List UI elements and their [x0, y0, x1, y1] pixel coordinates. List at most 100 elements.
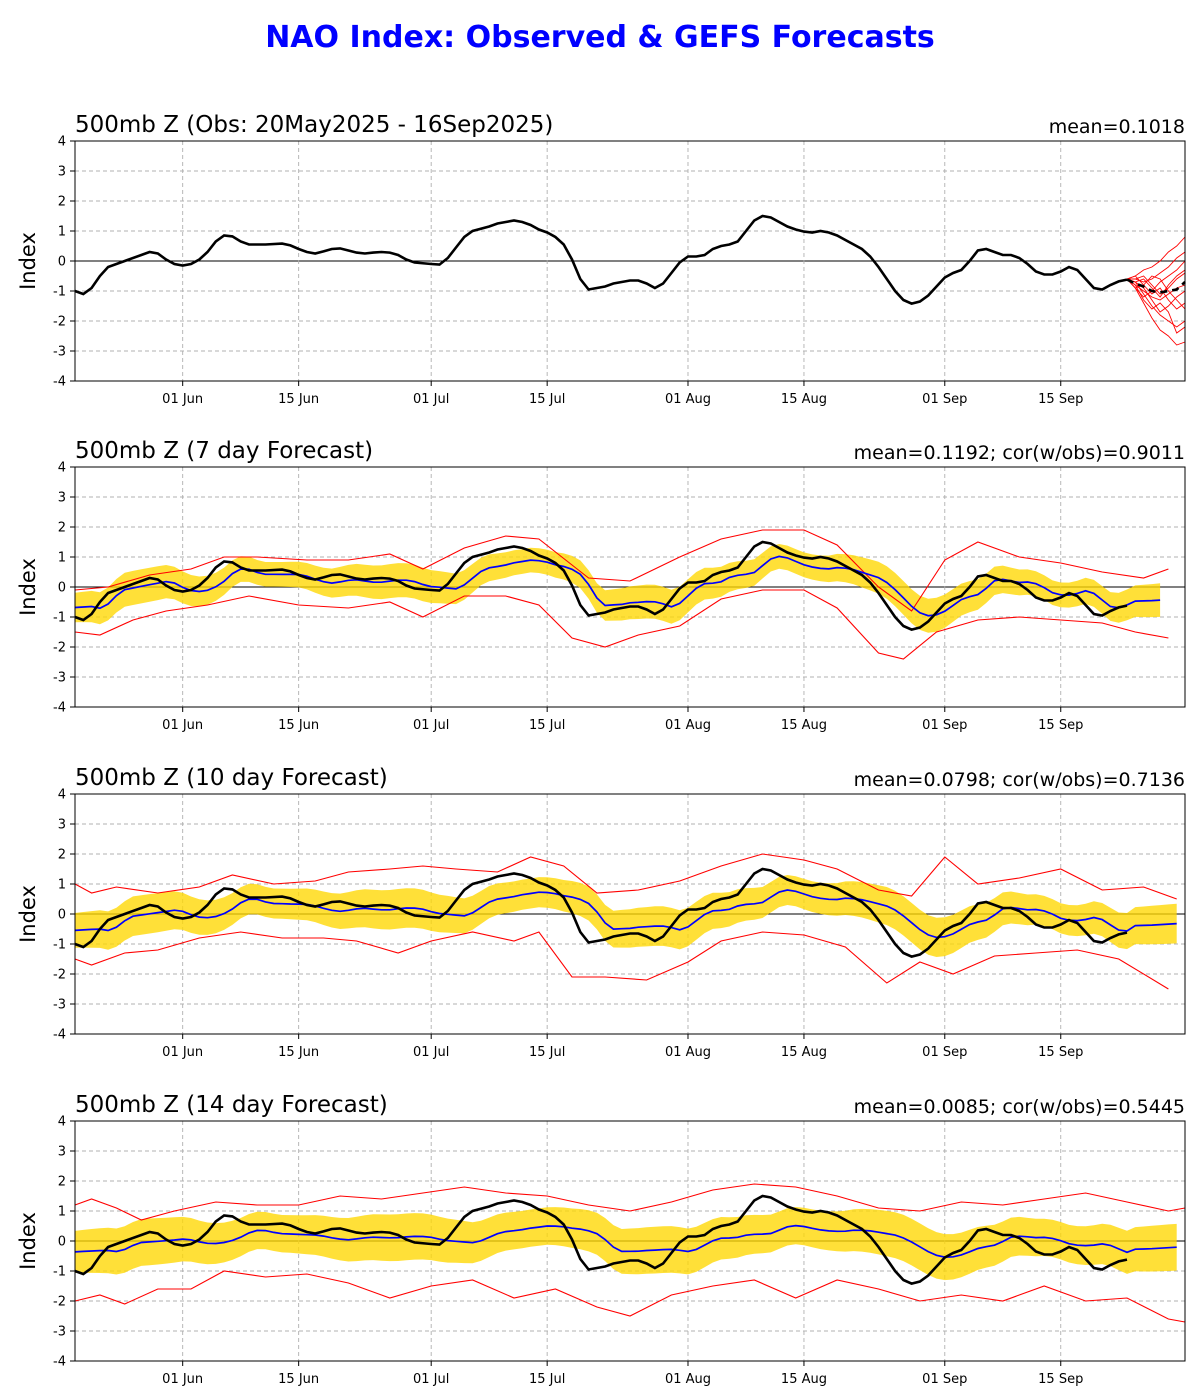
y-tick-label: 0: [58, 908, 66, 923]
x-tick-label: 01 Sep: [922, 392, 967, 407]
x-tick-label: 15 Aug: [781, 1045, 827, 1060]
y-tick-label: -1: [53, 1265, 66, 1280]
x-tick-label: 15 Sep: [1038, 1045, 1083, 1060]
x-tick-label: 01 Jul: [413, 1372, 449, 1387]
upper-bound-line: [74, 529, 1169, 612]
panel-stat: mean=0.0798; cor(w/obs)=0.7136: [854, 769, 1185, 791]
panel-3: 4 3 2 1 0 -1 -2 -3 -4 01 Jun 15 Jun 01 Jul 15 Jul 01 …: [16, 765, 1186, 1060]
ensemble-member-line: [1126, 278, 1186, 313]
ensemble-member-line: [1127, 251, 1186, 283]
x-tick-label: 01 Jul: [413, 392, 449, 407]
y-tick-label: 1: [58, 225, 66, 240]
ensemble-member-line: [1126, 278, 1186, 328]
y-tick-label: -2: [53, 1295, 66, 1310]
y-tick-label: -4: [53, 375, 66, 390]
panel-stat: mean=0.1192; cor(w/obs)=0.9011: [854, 442, 1185, 464]
panel-title: 500mb Z (Obs: 20May2025 - 16Sep2025): [75, 112, 553, 138]
x-tick-label: 15 Sep: [1038, 392, 1083, 407]
panel-2: 4 3 2 1 0 -1 -2 -3 -4 01 Jun 15 Jun 01 Jul 15 Jul 01 …: [16, 438, 1186, 733]
x-tick-label: 15 Jul: [529, 1045, 565, 1060]
observed-line: [74, 540, 1128, 631]
ensemble-mean-line: [74, 889, 1177, 939]
lower-bound-line: [74, 589, 1169, 660]
y-tick-label: 1: [58, 878, 66, 893]
y-tick-label: -2: [53, 315, 66, 330]
x-tick-label: 01 Jun: [162, 718, 203, 733]
main-title: NAO Index: Observed & GEFS Forecasts: [265, 20, 935, 55]
y-axis-label: Index: [16, 558, 40, 616]
y-tick-label: -3: [53, 998, 66, 1013]
observed-line: [74, 214, 1128, 305]
spread-band: [75, 875, 1177, 957]
y-tick-label: -2: [53, 641, 66, 656]
x-tick-label: 01 Jun: [162, 1045, 203, 1060]
x-tick-label: 15 Jul: [529, 1372, 565, 1387]
panel-title: 500mb Z (14 day Forecast): [75, 1092, 388, 1118]
y-tick-label: 2: [58, 195, 66, 210]
y-tick-label: 1: [58, 551, 66, 566]
ensemble-member-line: [1126, 260, 1186, 298]
panel-title: 500mb Z (7 day Forecast): [75, 438, 373, 464]
y-tick-label: 3: [58, 165, 66, 180]
lower-bound-line: [74, 1270, 1186, 1323]
x-tick-label: 15 Jun: [278, 392, 319, 407]
upper-bound-line: [74, 1183, 1186, 1221]
y-tick-label: -2: [53, 968, 66, 983]
y-tick-label: -4: [53, 1028, 66, 1043]
x-tick-label: 15 Aug: [781, 718, 827, 733]
panel-4: 4 3 2 1 0 -1 -2 -3 -4 01 Jun 15 Jun 01 Jul 15 Jul 01 …: [16, 1092, 1186, 1387]
y-tick-label: 3: [58, 818, 66, 833]
x-tick-label: 01 Sep: [922, 1045, 967, 1060]
y-tick-label: -4: [53, 701, 66, 716]
y-tick-label: 3: [58, 1145, 66, 1160]
x-tick-label: 15 Sep: [1038, 1372, 1083, 1387]
y-tick-label: -4: [53, 1355, 66, 1370]
panel-title: 500mb Z (10 day Forecast): [75, 765, 388, 791]
x-tick-label: 01 Jun: [162, 392, 203, 407]
ensemble-member-line: [1126, 275, 1186, 310]
x-tick-label: 15 Jul: [529, 718, 565, 733]
y-tick-label: 4: [58, 461, 66, 476]
panel-stat: mean=0.0085; cor(w/obs)=0.5445: [854, 1096, 1185, 1118]
y-tick-label: -1: [53, 285, 66, 300]
upper-bound-line: [74, 853, 1177, 900]
y-tick-label: -3: [53, 345, 66, 360]
x-tick-label: 01 Jun: [162, 1372, 203, 1387]
y-tick-label: 1: [58, 1205, 66, 1220]
x-tick-label: 01 Aug: [665, 1045, 711, 1060]
ensemble-member-line: [1126, 269, 1186, 298]
x-tick-label: 01 Jul: [413, 718, 449, 733]
y-tick-label: 3: [58, 491, 66, 506]
ensemble-mean-line: [74, 555, 1161, 617]
x-tick-label: 01 Aug: [665, 718, 711, 733]
spread-band: [75, 1207, 1177, 1281]
x-tick-label: 15 Jun: [278, 1045, 319, 1060]
x-tick-label: 01 Aug: [665, 392, 711, 407]
x-tick-label: 01 Jul: [413, 1045, 449, 1060]
lower-bound-line: [74, 931, 1169, 990]
y-tick-label: 4: [58, 1115, 66, 1130]
y-tick-label: -1: [53, 938, 66, 953]
x-tick-label: 15 Jun: [278, 1372, 319, 1387]
ensemble-mean-line: [74, 1224, 1177, 1258]
x-tick-label: 01 Aug: [665, 1372, 711, 1387]
y-tick-label: 2: [58, 848, 66, 863]
ensemble-member-line: [1127, 272, 1186, 295]
y-tick-label: 0: [58, 581, 66, 596]
x-tick-label: 01 Sep: [922, 1372, 967, 1387]
panel-stat: mean=0.1018: [1049, 116, 1185, 138]
y-tick-label: 4: [58, 788, 66, 803]
x-tick-label: 15 Jun: [278, 718, 319, 733]
y-tick-label: 2: [58, 1175, 66, 1190]
y-tick-label: 4: [58, 135, 66, 150]
panel-1: 4 3 2 1 0 -1 -2 -3 -4 01 Jun 15 Jun 01 Jul 15 Jul 01 …: [16, 112, 1186, 407]
observed-line: [74, 867, 1128, 958]
y-tick-label: -3: [53, 1325, 66, 1340]
ensemble-member-line: [1126, 275, 1186, 310]
y-axis-label: Index: [16, 885, 40, 943]
x-tick-label: 15 Aug: [781, 1372, 827, 1387]
y-tick-label: 0: [58, 1235, 66, 1250]
x-tick-label: 15 Sep: [1038, 718, 1083, 733]
